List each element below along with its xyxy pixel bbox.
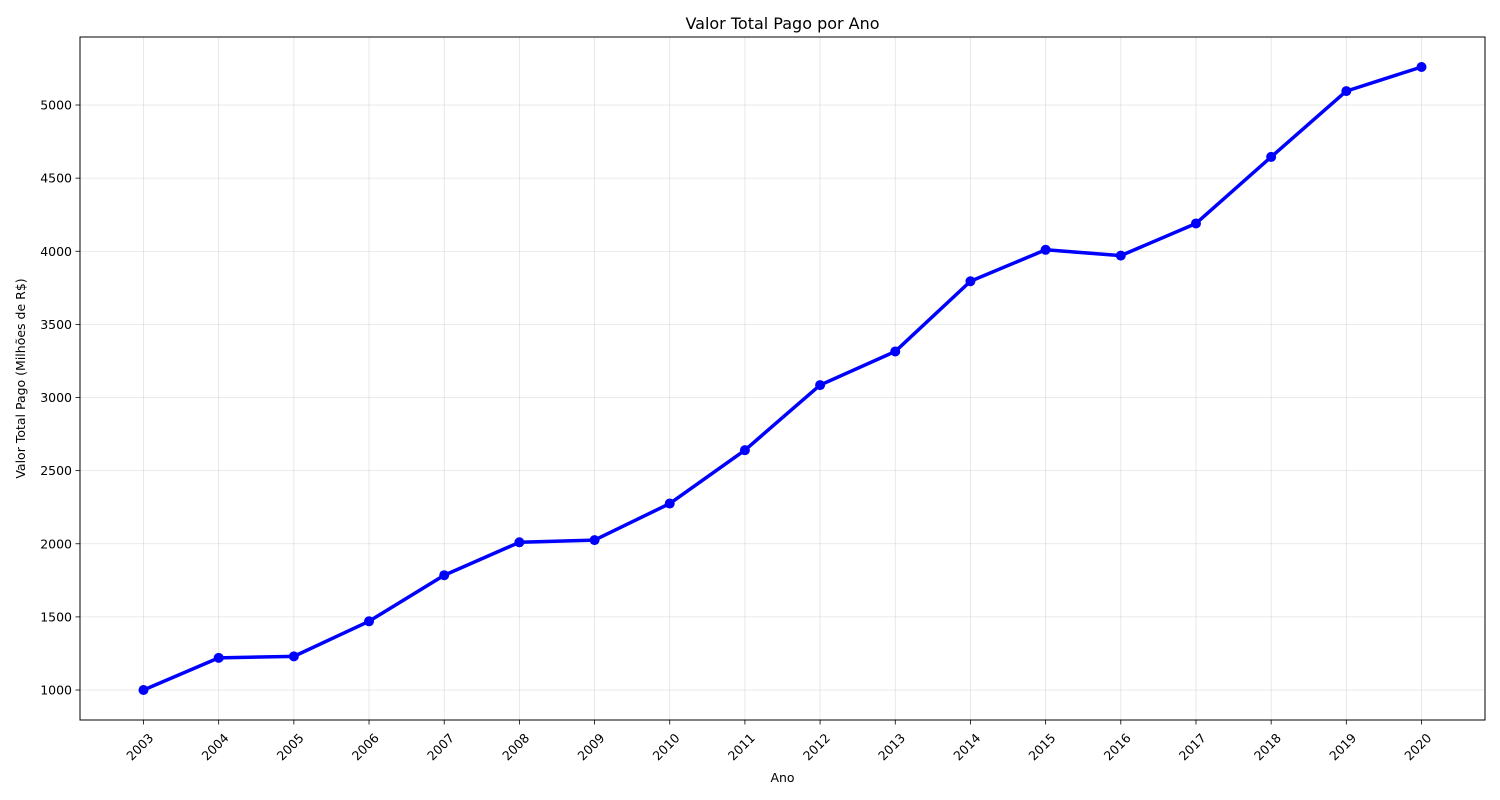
data-point-marker <box>1341 86 1352 97</box>
data-point-marker <box>965 276 976 287</box>
plot-area-frame <box>79 36 1486 721</box>
data-point-marker <box>514 537 525 548</box>
y-axis-label: Valor Total Pago (Milhões de R$) <box>13 278 28 478</box>
data-point-marker <box>364 616 375 627</box>
y-tick-label: 3000 <box>40 390 72 405</box>
data-point-marker <box>1190 218 1201 229</box>
y-tick-label: 1000 <box>40 683 72 698</box>
data-point-marker <box>288 651 299 662</box>
data-point-marker <box>1115 250 1126 261</box>
data-point-marker <box>589 535 600 546</box>
data-point-marker <box>739 445 750 456</box>
series-line <box>141 65 1424 692</box>
grid <box>80 37 1485 720</box>
y-tick-label: 3500 <box>40 317 72 332</box>
y-tick-label: 2000 <box>40 536 72 551</box>
data-point-marker <box>213 652 224 663</box>
chart-title: Valor Total Pago por Ano <box>685 14 879 33</box>
data-point-marker <box>439 570 450 581</box>
data-point-marker <box>815 380 826 391</box>
y-tick-label: 1500 <box>40 609 72 624</box>
data-point-marker <box>1266 151 1277 162</box>
data-point-marker <box>664 498 675 509</box>
data-point-marker <box>138 685 149 696</box>
data-point-marker <box>890 346 901 357</box>
data-series <box>138 61 1427 696</box>
data-point-marker <box>1040 244 1051 255</box>
y-tick-label: 4000 <box>40 244 72 259</box>
data-point-marker <box>1416 61 1427 72</box>
x-axis-label: Ano <box>770 770 794 785</box>
y-tick-label: 4500 <box>40 171 72 186</box>
y-tick-label: 5000 <box>40 98 72 113</box>
y-tick-label: 2500 <box>40 463 72 478</box>
